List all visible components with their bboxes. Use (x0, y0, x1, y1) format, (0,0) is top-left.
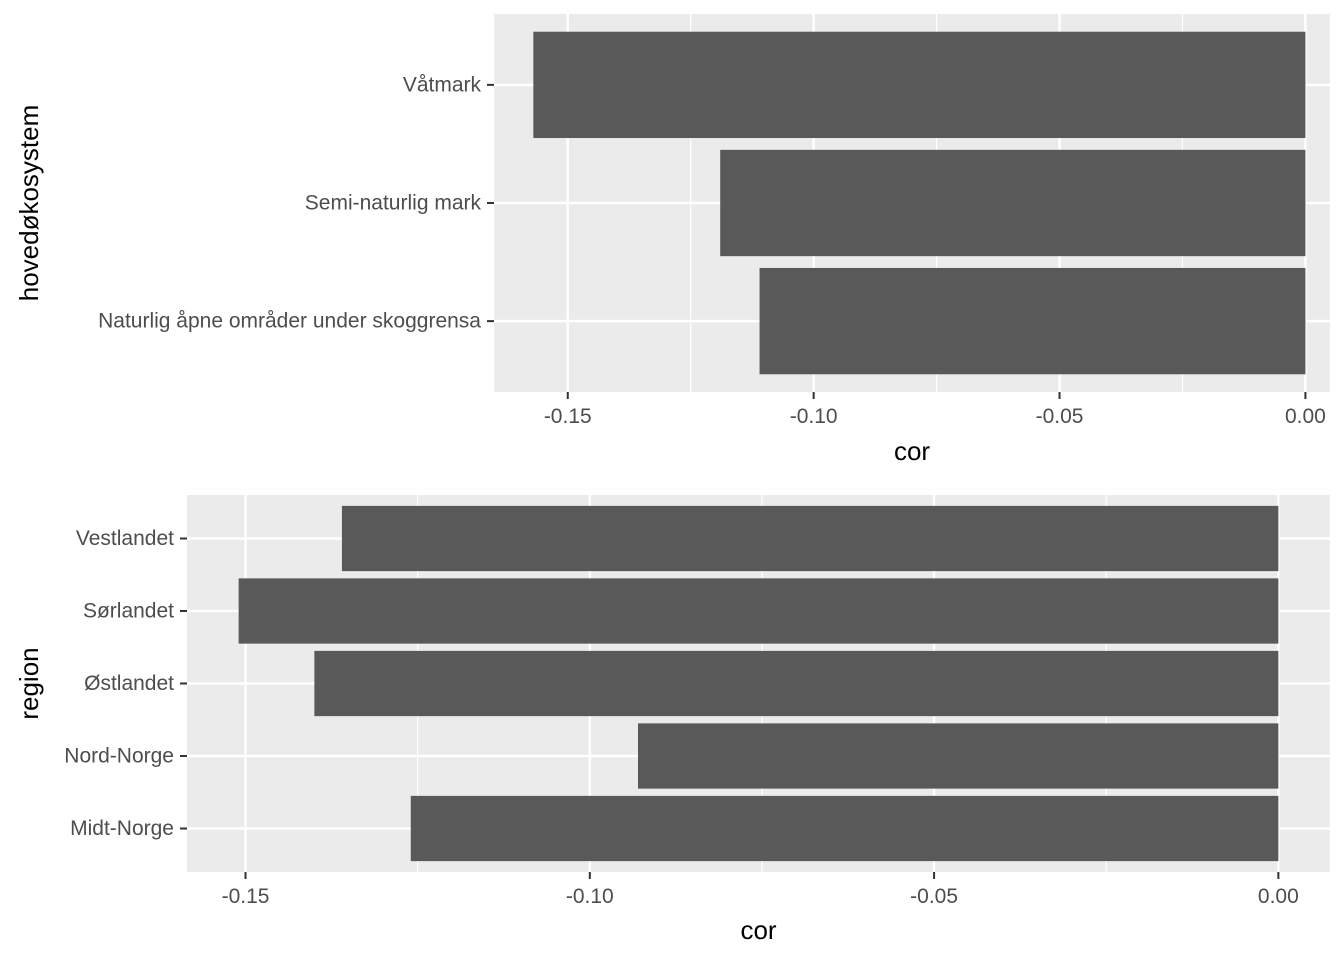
x-tick-label: -0.15 (222, 885, 270, 908)
y-tick-label: Naturlig åpne områder under skoggrensa (98, 310, 481, 333)
y-tick-label: Østlandet (84, 672, 174, 695)
y-tick-label: Midt-Norge (70, 817, 174, 840)
x-tick-label: -0.05 (1036, 405, 1084, 428)
x-tick-label: -0.10 (790, 405, 838, 428)
x-axis-title: cor (894, 436, 930, 466)
y-tick-label: Semi-naturlig mark (305, 192, 482, 215)
y-axis-title: region (14, 647, 44, 719)
chart-panel-1: Naturlig åpne områder under skoggrensa Se… (14, 14, 1330, 466)
y-tick-label: Sørlandet (83, 600, 174, 623)
x-tick-label: -0.10 (566, 885, 614, 908)
y-tick-label: Vestlandet (76, 527, 174, 550)
bar-semi-naturlig-mark (720, 149, 1306, 257)
x-tick-label: 0.00 (1258, 885, 1299, 908)
bar-våtmark (533, 31, 1306, 139)
y-tick-label: Nord-Norge (64, 745, 174, 768)
y-axis-title: hovedøkosystem (14, 105, 44, 302)
bar-midt-norge (410, 795, 1279, 862)
bar-nord-norge (638, 723, 1279, 789)
y-tick-label: Våtmark (403, 73, 482, 96)
x-tick-label: -0.15 (544, 405, 592, 428)
x-tick-label: 0.00 (1285, 405, 1326, 428)
chart-panel-2: Midt-Norge Nord-Norge Østlandet Sørlandet Ve… (14, 495, 1330, 945)
bar-sørlandet (238, 578, 1279, 644)
bar-naturlig-åpne-områder-under-skoggrensa (759, 267, 1306, 375)
x-tick-label: -0.05 (910, 885, 958, 908)
x-axis-title: cor (740, 915, 776, 945)
bar-vestlandet (341, 505, 1279, 572)
bar-østlandet (314, 650, 1279, 717)
